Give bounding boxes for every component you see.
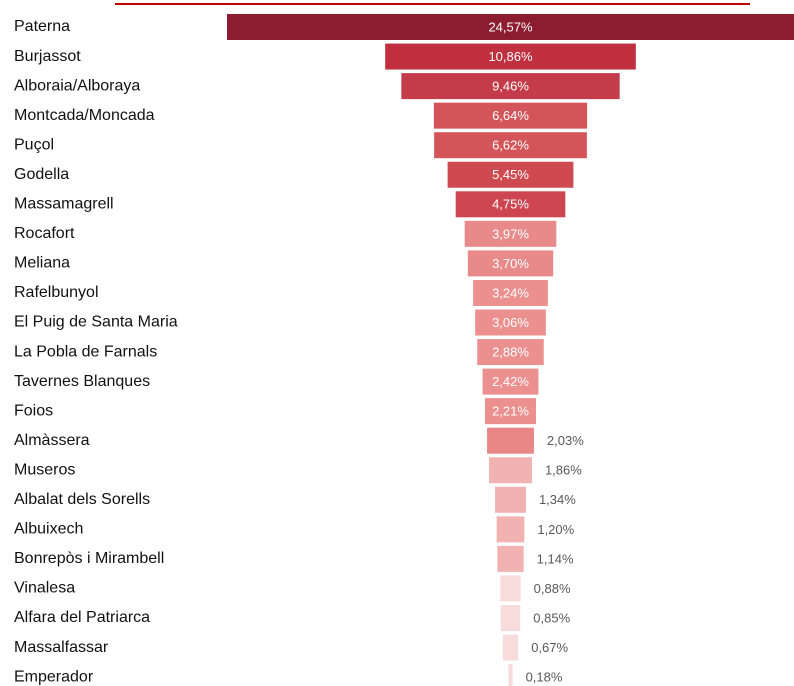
category-label: Burjassot bbox=[14, 48, 81, 65]
bar bbox=[500, 575, 521, 602]
value-label: 0,88% bbox=[534, 581, 571, 596]
bar bbox=[455, 191, 566, 218]
bar bbox=[475, 309, 546, 336]
value-label: 9,46% bbox=[492, 79, 529, 94]
value-label: 2,03% bbox=[547, 433, 584, 448]
value-label: 3,97% bbox=[492, 226, 529, 241]
category-label: Rafelbunyol bbox=[14, 284, 99, 301]
category-label: Rocafort bbox=[14, 225, 75, 242]
value-label: 5,45% bbox=[492, 167, 529, 182]
bar bbox=[227, 14, 794, 40]
bar bbox=[497, 545, 524, 572]
category-label: El Puig de Santa Maria bbox=[14, 314, 178, 331]
value-label: 4,75% bbox=[492, 197, 529, 212]
bar bbox=[485, 398, 536, 425]
category-label: Puçol bbox=[14, 136, 54, 153]
value-label: 1,34% bbox=[539, 492, 576, 507]
bar bbox=[433, 102, 588, 129]
category-label: Foios bbox=[14, 402, 53, 419]
bar bbox=[385, 43, 636, 70]
bar bbox=[495, 486, 526, 513]
bar bbox=[502, 634, 519, 661]
value-label: 0,18% bbox=[526, 670, 563, 685]
category-label: Alfara del Patriarca bbox=[14, 609, 150, 626]
category-label: Massamagrell bbox=[14, 196, 114, 213]
bar bbox=[401, 73, 620, 100]
bar bbox=[467, 250, 554, 277]
bar bbox=[489, 457, 532, 484]
value-label: 24,57% bbox=[488, 19, 533, 34]
category-label: Albuixech bbox=[14, 521, 83, 538]
value-label: 2,21% bbox=[492, 404, 529, 419]
category-label: Alboraia/Alboraya bbox=[14, 77, 140, 94]
category-label: Almàssera bbox=[14, 432, 90, 449]
bar bbox=[464, 220, 557, 247]
value-label: 1,86% bbox=[545, 463, 582, 478]
category-label: Massalfassar bbox=[14, 639, 109, 656]
value-label: 6,64% bbox=[492, 108, 529, 123]
category-label: La Pobla de Farnals bbox=[14, 343, 157, 360]
value-label: 0,67% bbox=[531, 640, 568, 655]
value-label: 2,42% bbox=[492, 374, 529, 389]
value-label: 1,14% bbox=[537, 551, 574, 566]
bar bbox=[487, 427, 534, 454]
category-label: Paterna bbox=[14, 18, 70, 35]
value-label: 3,06% bbox=[492, 315, 529, 330]
category-label: Vinalesa bbox=[14, 580, 75, 597]
value-label: 10,86% bbox=[488, 49, 533, 64]
bar bbox=[477, 339, 544, 366]
category-label: Godella bbox=[14, 166, 69, 183]
value-label: 3,70% bbox=[492, 256, 529, 271]
value-label: 1,20% bbox=[537, 522, 574, 537]
value-label: 2,88% bbox=[492, 344, 529, 359]
bar bbox=[496, 516, 525, 543]
value-label: 6,62% bbox=[492, 138, 529, 153]
category-label: Tavernes Blanques bbox=[14, 373, 150, 390]
bar bbox=[508, 664, 513, 686]
category-label: Bonrepòs i Mirambell bbox=[14, 550, 164, 567]
bar bbox=[473, 279, 548, 306]
bar bbox=[434, 132, 587, 159]
bar bbox=[447, 161, 574, 188]
category-label: Museros bbox=[14, 461, 75, 478]
category-label: Emperador bbox=[14, 668, 94, 685]
bar bbox=[482, 368, 539, 395]
value-label: 0,85% bbox=[533, 610, 570, 625]
bar bbox=[500, 605, 521, 631]
category-label: Albalat dels Sorells bbox=[14, 491, 150, 508]
category-label: Montcada/Moncada bbox=[14, 107, 155, 124]
category-label: Meliana bbox=[14, 255, 70, 272]
value-label: 3,24% bbox=[492, 285, 529, 300]
